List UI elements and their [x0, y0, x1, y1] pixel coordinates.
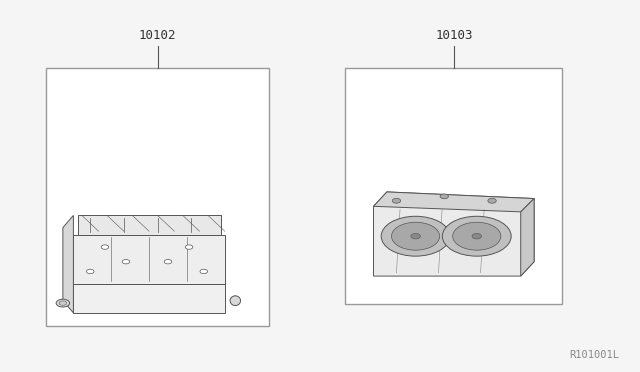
Circle shape — [488, 198, 496, 203]
Text: R101001L: R101001L — [570, 350, 620, 359]
Polygon shape — [74, 283, 225, 313]
Circle shape — [392, 222, 440, 250]
Text: 10102: 10102 — [139, 29, 176, 42]
Circle shape — [381, 216, 450, 256]
Circle shape — [392, 198, 401, 203]
Circle shape — [86, 269, 94, 274]
Ellipse shape — [230, 296, 241, 305]
Polygon shape — [74, 235, 225, 283]
Circle shape — [472, 234, 481, 239]
Bar — [46, 68, 269, 326]
Circle shape — [452, 222, 501, 250]
Circle shape — [411, 234, 420, 239]
Circle shape — [200, 269, 207, 274]
Circle shape — [185, 245, 193, 249]
Polygon shape — [521, 199, 534, 276]
Circle shape — [164, 260, 172, 264]
Text: 10103: 10103 — [435, 29, 472, 42]
Circle shape — [440, 194, 449, 199]
Polygon shape — [374, 192, 534, 276]
Circle shape — [56, 299, 70, 307]
Circle shape — [122, 260, 130, 264]
Polygon shape — [63, 215, 74, 313]
Polygon shape — [374, 192, 534, 212]
Polygon shape — [77, 215, 221, 235]
Circle shape — [59, 301, 67, 305]
Circle shape — [442, 216, 511, 256]
Bar — [346, 68, 562, 304]
Circle shape — [101, 245, 109, 249]
